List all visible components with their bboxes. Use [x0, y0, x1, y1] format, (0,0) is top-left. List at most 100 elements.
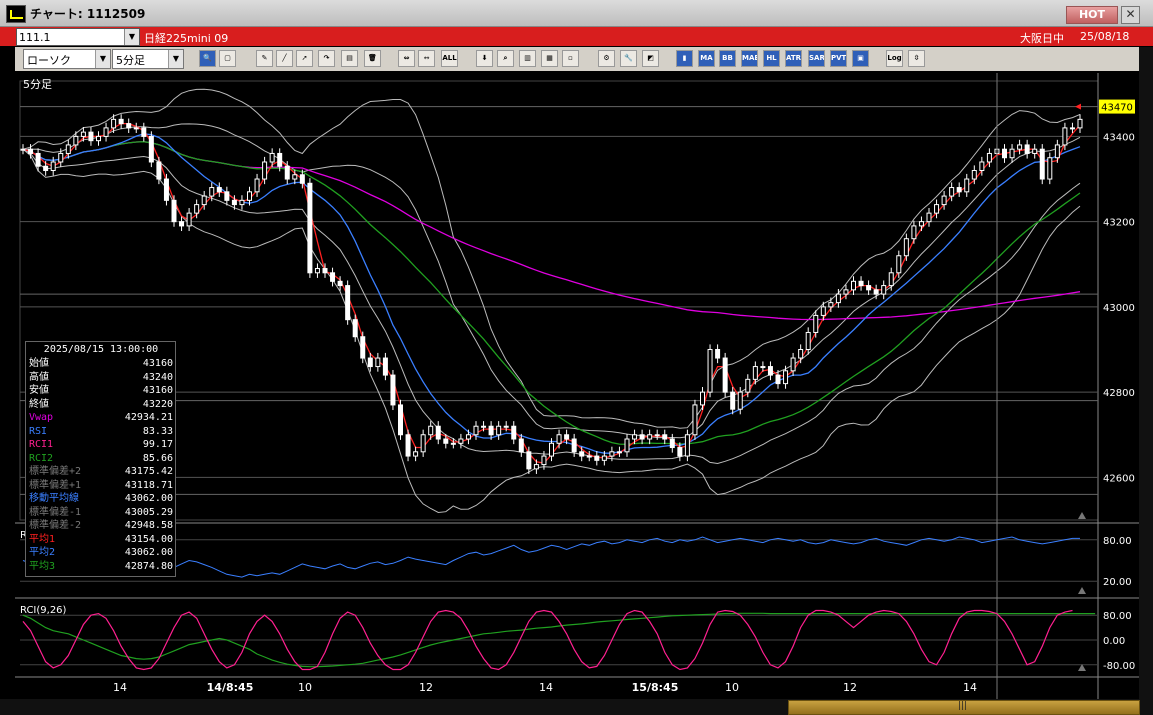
price-tick-label: 43000 — [1103, 303, 1135, 314]
info-key: 平均1 — [29, 533, 56, 545]
candle-body — [269, 152, 275, 163]
candle-body — [745, 378, 751, 393]
chart-type-select[interactable]: ローソク ▼ — [23, 49, 111, 69]
candle-body — [533, 464, 539, 470]
log-button[interactable]: Log — [886, 50, 903, 67]
time-tick-label: 12 — [419, 681, 433, 694]
document-icon[interactable]: ▤ — [341, 50, 358, 67]
chevron-down-icon[interactable]: ▼ — [124, 29, 139, 45]
candle-body — [616, 451, 622, 454]
candle-body — [224, 191, 230, 201]
price-chart[interactable]: 5分足 43400 43200 43000 42800 42600 43470 80.00 20… — [15, 73, 1139, 699]
hot-button[interactable]: HOT — [1066, 6, 1118, 24]
sar-button[interactable]: SAR — [808, 50, 825, 67]
timeframe-label: 5分足 — [23, 78, 52, 91]
rci-label: RCI(9,26) — [20, 605, 67, 616]
info-value: 99.17 — [142, 439, 173, 450]
candle-body — [722, 357, 728, 393]
bar-chart-icon[interactable]: ▥ — [519, 50, 536, 67]
candle-body — [1002, 148, 1007, 159]
candle-body — [118, 118, 124, 125]
info-key: 標準偏差-1 — [29, 506, 82, 518]
trash-icon[interactable]: 🗑 — [364, 50, 381, 67]
info-value: 43160 — [142, 358, 173, 369]
small-grid-icon[interactable]: ▫ — [562, 50, 579, 67]
pencil-icon[interactable]: ✎ — [256, 50, 273, 67]
candle-body — [669, 438, 675, 449]
candle-body — [375, 357, 381, 368]
redo-icon[interactable]: ↷ — [318, 50, 335, 67]
info-row: 平均1 43154.00 — [29, 534, 173, 546]
candle-body — [526, 451, 532, 470]
candle-body — [956, 187, 962, 193]
close-icon[interactable]: ✕ — [1121, 6, 1140, 24]
candle-body — [941, 195, 947, 206]
search-chart-icon[interactable]: ⌕ — [497, 50, 514, 67]
candle-body — [156, 161, 162, 180]
candle-body — [1017, 144, 1023, 150]
candle-body — [179, 221, 185, 227]
indicator-candle-icon[interactable]: ▮ — [676, 50, 693, 67]
candle-body — [239, 199, 245, 206]
candle-body — [1069, 127, 1075, 130]
mae-button[interactable]: MAE — [741, 50, 758, 67]
window-icon[interactable]: ▢ — [219, 50, 236, 67]
chart-area[interactable]: 5分足 43400 43200 43000 42800 42600 43470 80.00 20… — [15, 73, 1139, 699]
order-down-icon[interactable]: ⬇ — [476, 50, 493, 67]
right-frame — [1139, 47, 1153, 699]
candle-body — [594, 455, 600, 461]
candle-body — [760, 366, 766, 369]
bar-narrow-icon[interactable]: ⇔ — [398, 50, 415, 67]
candle-body — [986, 152, 992, 163]
symbol-input[interactable] — [19, 30, 121, 44]
title-bar: チャート: 1112509 HOT ✕ — [0, 0, 1153, 27]
candle-body — [662, 434, 668, 440]
pvt-button[interactable]: PVT — [830, 50, 847, 67]
candle-body — [949, 187, 955, 197]
zoom-icon[interactable]: 🔍 — [199, 50, 216, 67]
info-row: 標準偏差-1 43005.29 — [29, 507, 173, 519]
candle-body — [35, 152, 41, 167]
info-value: 83.33 — [142, 425, 173, 437]
candle-body — [382, 357, 388, 376]
chevron-down-icon[interactable]: ▼ — [168, 50, 183, 68]
candle-body — [518, 438, 524, 453]
time-tick-label: 14 — [963, 681, 977, 694]
candle-body — [775, 374, 781, 385]
color-icon[interactable]: ◩ — [642, 50, 659, 67]
price-tick-label: 42600 — [1103, 473, 1135, 484]
candle-body — [790, 357, 796, 372]
settings-icon[interactable]: ⚙ — [598, 50, 615, 67]
chevron-down-icon[interactable]: ▼ — [95, 50, 110, 68]
atr-button[interactable]: ATR — [785, 50, 802, 67]
candle-body — [171, 199, 177, 223]
bar-wide-icon[interactable]: ⇿ — [418, 50, 435, 67]
grid-icon[interactable]: ▦ — [541, 50, 558, 67]
last-price-marker-icon — [1075, 103, 1081, 110]
time-tick-label: 14/8:45 — [207, 681, 254, 694]
candle-body — [934, 204, 940, 214]
candle-body — [299, 174, 305, 184]
candle-body — [866, 285, 872, 291]
info-value: 42874.80 — [124, 560, 173, 572]
info-row: 平均2 43062.00 — [29, 547, 173, 559]
box-button[interactable]: ▣ — [852, 50, 869, 67]
ma-button[interactable]: MA — [698, 50, 715, 67]
scroll-grip-icon[interactable]: ||| — [958, 701, 968, 711]
scale-button[interactable]: ⇳ — [908, 50, 925, 67]
hl-button[interactable]: HL — [763, 50, 780, 67]
line-tool-icon[interactable]: ╱ — [276, 50, 293, 67]
info-row: 移動平均線 43062.00 — [29, 493, 173, 505]
candle-body — [903, 238, 909, 257]
wrench-icon[interactable]: 🔧 — [620, 50, 637, 67]
all-icon[interactable]: ALL — [441, 50, 458, 67]
info-row: Vwap 42934.21 — [29, 412, 173, 424]
cursor-icon[interactable]: ➚ — [296, 50, 313, 67]
symbol-combo[interactable]: ▼ — [16, 28, 140, 46]
bb-button[interactable]: BB — [719, 50, 736, 67]
candle-body — [133, 127, 139, 130]
time-tick-label: 10 — [725, 681, 739, 694]
candle-body — [677, 447, 683, 457]
timeframe-select[interactable]: 5分足 ▼ — [112, 49, 184, 69]
candle-body — [111, 118, 117, 129]
